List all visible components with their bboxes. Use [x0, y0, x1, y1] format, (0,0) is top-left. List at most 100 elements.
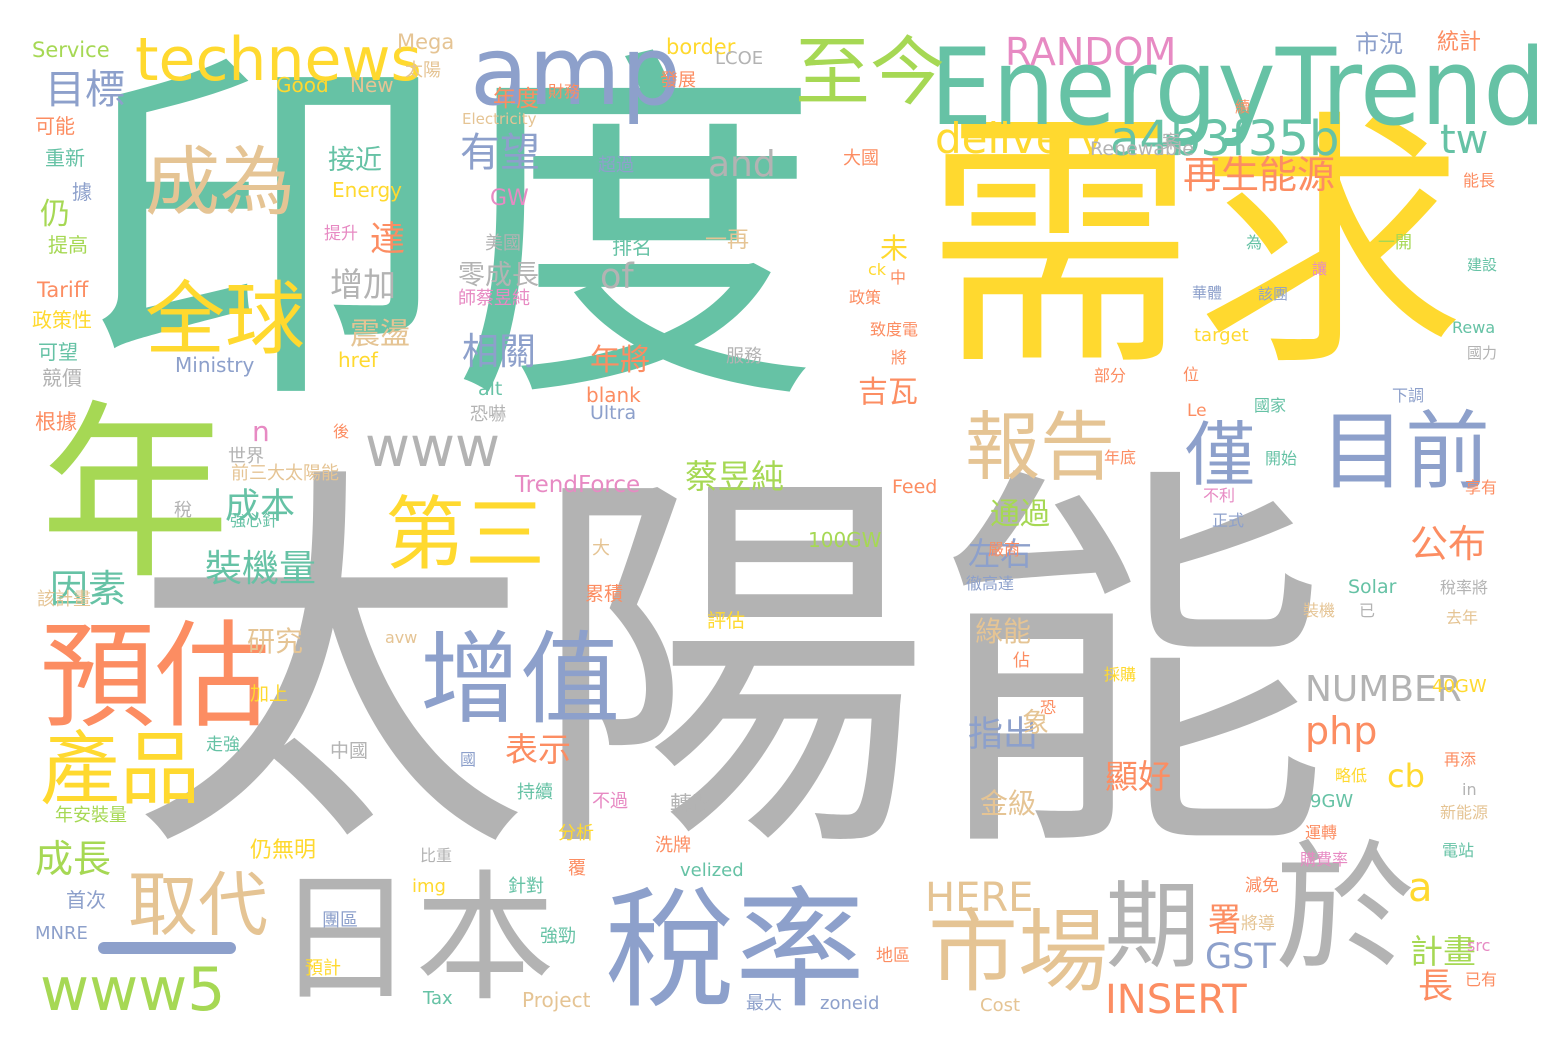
cloud-word: 採購	[1104, 665, 1137, 684]
cloud-word: 表示	[505, 730, 571, 769]
cloud-word: 不過	[592, 791, 628, 812]
cloud-word: Service	[32, 38, 110, 62]
cloud-word: delivery	[935, 114, 1104, 163]
cloud-word: of	[600, 257, 634, 297]
cloud-word: 署	[1208, 900, 1241, 939]
cloud-word: 去年	[1446, 608, 1479, 627]
cloud-word: zoneid	[820, 993, 880, 1014]
cloud-word: Project	[522, 988, 591, 1012]
cloud-word: 產品	[40, 723, 200, 816]
cloud-word: 國家	[1254, 396, 1287, 415]
cloud-word: Cost	[980, 995, 1021, 1016]
cloud-word: 吉瓦	[858, 375, 918, 410]
cloud-word: 40GW	[1432, 676, 1487, 697]
cloud-word: 正式	[1212, 511, 1245, 530]
cloud-word: 可能	[35, 114, 75, 138]
cloud-word: 最大	[746, 993, 782, 1014]
cloud-word: 徹高達	[966, 574, 1015, 593]
cloud-word: php	[1305, 709, 1378, 753]
cloud-word: 購費率	[1300, 850, 1349, 869]
cloud-word: and	[708, 144, 776, 185]
cloud-word: 取代	[128, 864, 268, 946]
cloud-word: a	[1408, 865, 1433, 911]
cloud-word: 大	[592, 538, 610, 559]
cloud-word: 針對	[508, 876, 544, 897]
cloud-word: technews	[135, 25, 422, 95]
cloud-word: 大國	[843, 148, 879, 169]
cloud-word: 年安裝量	[55, 805, 127, 826]
cloud-word: in	[1462, 780, 1477, 799]
cloud-word: 首次	[66, 888, 106, 912]
cloud-word: 一開	[1378, 233, 1412, 253]
cloud-word: LCOE	[715, 48, 764, 69]
cloud-word: HERE	[925, 875, 1034, 921]
cloud-word: 印度	[80, 20, 820, 450]
dash-mark	[98, 942, 236, 954]
cloud-word: 嚴商	[988, 540, 1021, 559]
cloud-word: 年度	[493, 86, 539, 112]
cloud-word: href	[338, 348, 378, 372]
cloud-word: 華體	[1192, 284, 1223, 302]
cloud-word: 轉跡	[670, 793, 715, 818]
cloud-word: INSERT	[1105, 977, 1247, 1023]
cloud-word: 強勁	[540, 926, 576, 947]
cloud-word: Feed	[892, 476, 938, 498]
cloud-word: 政策	[849, 288, 882, 307]
cloud-word: GW	[490, 186, 529, 211]
cloud-word: 覆	[568, 858, 586, 879]
cloud-word: 研究	[247, 625, 304, 658]
cloud-word: 減免	[1245, 876, 1279, 896]
cloud-word: 左右	[968, 535, 1033, 573]
cloud-word: 能長	[1463, 171, 1496, 190]
cloud-word: 地區	[876, 946, 910, 966]
cloud-word: 期	[1105, 872, 1201, 982]
cloud-word: 綠能	[975, 615, 1032, 648]
cloud-word: 太陽能	[130, 437, 1330, 902]
cloud-word: 仍無明	[250, 838, 317, 863]
cloud-word: 位	[1183, 365, 1200, 384]
cloud-word: 競價	[42, 366, 82, 390]
cloud-word: New	[350, 73, 394, 97]
cloud-word: 享有	[1465, 478, 1498, 497]
cloud-word: 100GW	[808, 528, 882, 552]
cloud-word: 全球	[145, 273, 305, 366]
cloud-word: 恐	[1040, 698, 1057, 717]
cloud-word: 排名	[612, 235, 652, 259]
cloud-word: GST	[1205, 937, 1276, 977]
cloud-word: target	[1194, 325, 1249, 346]
cloud-word: 中	[890, 268, 907, 287]
cloud-word: 公布	[1410, 522, 1487, 566]
cloud-word: 長	[1418, 967, 1454, 1007]
cloud-word: 第三	[385, 488, 545, 581]
cloud-word: 提升	[324, 224, 358, 244]
cloud-word: 接近	[328, 145, 382, 176]
cloud-word: www5	[40, 955, 226, 1025]
cloud-word: 仍	[40, 197, 70, 232]
cloud-word: a4b3f35b	[1110, 111, 1340, 167]
cloud-word: 超過	[598, 155, 634, 176]
cloud-word: 增值	[420, 621, 620, 738]
cloud-word: 累積	[585, 583, 624, 605]
cloud-word: EnergyTrend	[930, 26, 1546, 149]
cloud-word: blank	[586, 383, 641, 407]
cloud-word: 市況	[1355, 30, 1403, 58]
cloud-word: 評估	[707, 610, 746, 632]
cloud-word: 開始	[1265, 449, 1298, 468]
cloud-word: 提高	[48, 233, 88, 257]
cloud-word: ck	[868, 260, 887, 279]
cloud-word: 世界	[228, 446, 264, 467]
cloud-word: 一再	[705, 228, 750, 253]
cloud-word: n	[252, 415, 270, 448]
cloud-word: 已有	[1465, 970, 1498, 989]
cloud-word: alt	[478, 378, 503, 400]
cloud-word: 裝機	[1303, 601, 1336, 620]
cloud-word: 可望	[38, 340, 78, 364]
cloud-word: 財務	[548, 82, 581, 101]
cloud-word: avw	[385, 628, 418, 647]
cloud-word: 報告	[965, 403, 1116, 491]
cloud-word: Tax	[423, 988, 453, 1009]
cloud-word: 案	[1162, 132, 1180, 153]
cloud-word: 稅	[174, 500, 192, 521]
cloud-word: 強心針	[230, 511, 279, 530]
cloud-word: Le	[1187, 401, 1207, 421]
